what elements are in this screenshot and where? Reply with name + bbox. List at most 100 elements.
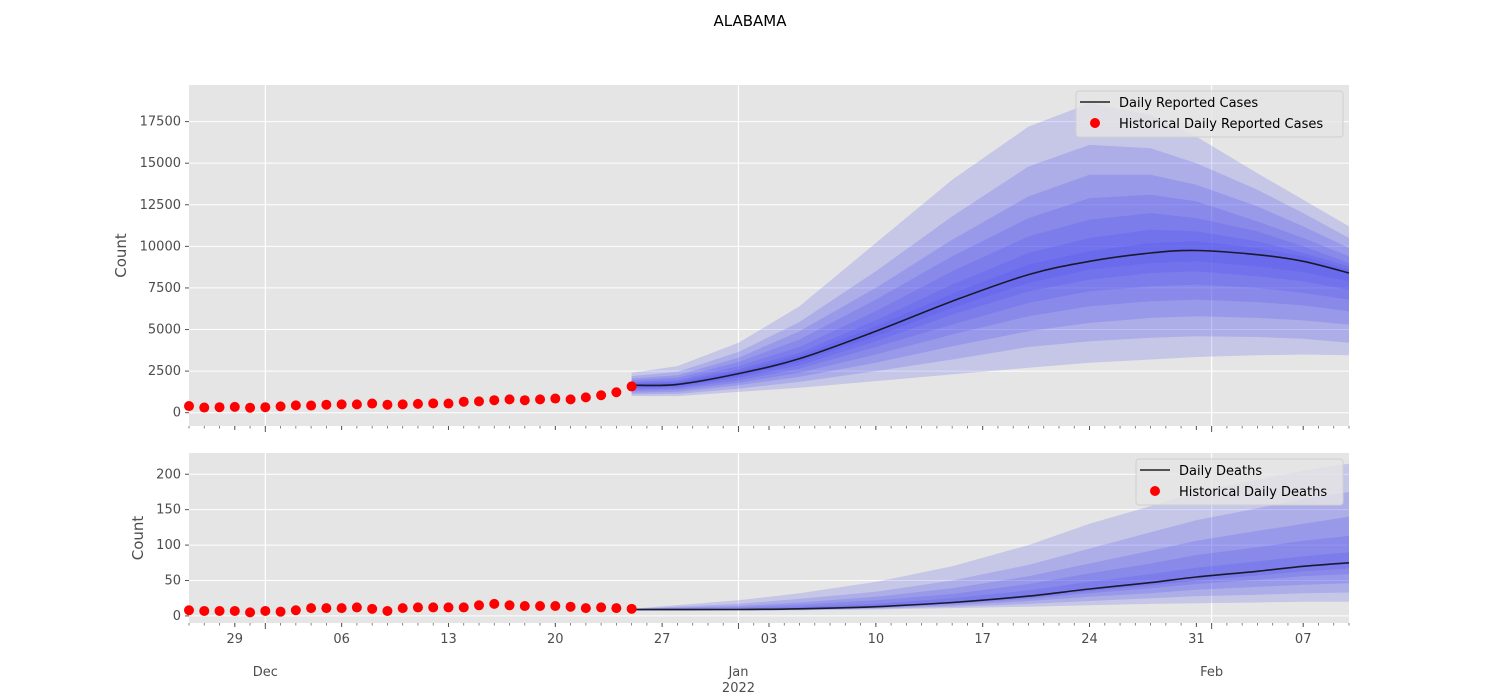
historical-point	[184, 401, 194, 412]
y-axis-label: Count	[129, 516, 147, 561]
historical-point	[458, 602, 469, 613]
y-tick-label: 0	[173, 406, 181, 421]
historical-point	[336, 399, 347, 410]
historical-point	[260, 402, 271, 413]
x-major-tick-label: Dec	[253, 665, 278, 680]
y-axis-label: Count	[112, 233, 130, 278]
historical-point	[626, 603, 637, 614]
historical-point	[428, 602, 439, 613]
historical-point	[290, 605, 301, 616]
y-tick-label: 10000	[140, 239, 181, 254]
x-tick-label: 06	[333, 632, 350, 647]
forecast-median-line	[631, 562, 1350, 611]
y-tick-label: 50	[164, 574, 181, 589]
historical-point	[596, 390, 607, 401]
x-tick-label: 17	[974, 632, 991, 647]
chart-title: ALABAMA	[714, 12, 788, 30]
historical-point	[565, 601, 576, 612]
historical-point	[229, 605, 240, 616]
historical-point	[596, 602, 607, 613]
forecast-band-4	[631, 535, 1349, 610]
historical-point	[412, 602, 423, 613]
forecast-band-6	[631, 229, 1349, 389]
x-major-tick-label: Feb	[1200, 665, 1223, 680]
plot-background	[189, 85, 1349, 426]
legend: Daily Reported Cases Historical Daily Rep…	[1075, 90, 1344, 138]
historical-point	[214, 402, 225, 413]
forecast-band-3	[631, 516, 1349, 611]
forecast-band-5	[631, 552, 1349, 610]
legend-label: Daily Reported Cases	[1119, 96, 1258, 111]
historical-point	[367, 603, 378, 614]
forecast-band-5	[631, 213, 1349, 390]
legend-box	[1075, 90, 1344, 138]
historical-point	[306, 603, 317, 614]
historical-point	[550, 601, 561, 611]
historical-point	[474, 396, 484, 407]
forecast-band-4	[631, 194, 1349, 392]
historical-point	[580, 603, 591, 614]
historical-point	[443, 602, 454, 613]
historical-point	[351, 399, 362, 410]
y-tick-label: 200	[156, 467, 181, 482]
historical-point	[504, 600, 515, 611]
forecast-band-1	[631, 103, 1349, 397]
historical-point	[428, 398, 439, 409]
historical-point	[199, 605, 210, 616]
legend-box	[1135, 458, 1344, 506]
x-tick-label: 10	[868, 632, 885, 647]
legend: Daily Deaths Historical Daily Deaths	[1135, 458, 1344, 506]
forecast-median-line	[631, 249, 1350, 387]
historical-point	[260, 605, 271, 616]
historical-point	[412, 398, 423, 409]
historical-point	[519, 395, 530, 406]
y-tick-label: 100	[156, 538, 181, 553]
historical-point	[336, 603, 347, 614]
historical-point	[611, 387, 622, 398]
historical-point	[229, 401, 240, 412]
historical-point	[489, 395, 500, 406]
historical-point	[565, 394, 576, 405]
x-tick-label: 20	[547, 632, 564, 647]
historical-point	[321, 603, 332, 614]
historical-point	[397, 603, 408, 614]
historical-point	[550, 393, 561, 404]
historical-point	[351, 602, 362, 613]
historical-point	[580, 392, 591, 403]
historical-point	[611, 603, 622, 614]
historical-point	[214, 605, 225, 616]
historical-point	[397, 399, 408, 410]
y-tick-label: 0	[173, 609, 181, 624]
legend-label: Historical Daily Reported Cases	[1119, 117, 1323, 132]
x-year-label: 2022	[722, 681, 755, 696]
y-tick-label: 5000	[148, 323, 181, 338]
forecast-band-2	[631, 144, 1349, 395]
y-tick-label: 150	[156, 503, 181, 518]
historical-point	[458, 396, 469, 407]
y-tick-label: 15000	[140, 156, 181, 171]
x-tick-label: 03	[761, 632, 778, 647]
x-tick-label: 31	[1188, 632, 1205, 647]
panel-cases: 0 2500 5000 7500 10000 12500 15000 17500 Count Da…	[112, 85, 1350, 432]
historical-point	[321, 399, 332, 410]
forecast-band-7	[631, 241, 1349, 387]
historical-point	[245, 607, 256, 618]
historical-point	[367, 398, 378, 409]
historical-point	[535, 601, 546, 611]
legend-label: Historical Daily Deaths	[1179, 485, 1327, 500]
historical-point	[626, 381, 637, 392]
legend-label: Daily Deaths	[1179, 464, 1262, 479]
historical-point	[519, 601, 530, 611]
x-tick-label: 29	[227, 632, 244, 647]
historical-point	[245, 402, 256, 413]
panel-deaths: 0 50 100 150 200 Count Daily Deaths Historical …	[129, 453, 1350, 629]
historical-point	[443, 398, 454, 409]
historical-point	[306, 400, 317, 411]
forecast-band-3	[631, 174, 1349, 393]
historical-point	[504, 394, 515, 405]
x-tick-label: 24	[1081, 632, 1098, 647]
y-tick-label: 7500	[148, 281, 181, 296]
historical-point	[535, 394, 546, 405]
historical-point	[275, 606, 286, 617]
legend-dot-swatch	[1150, 486, 1160, 496]
